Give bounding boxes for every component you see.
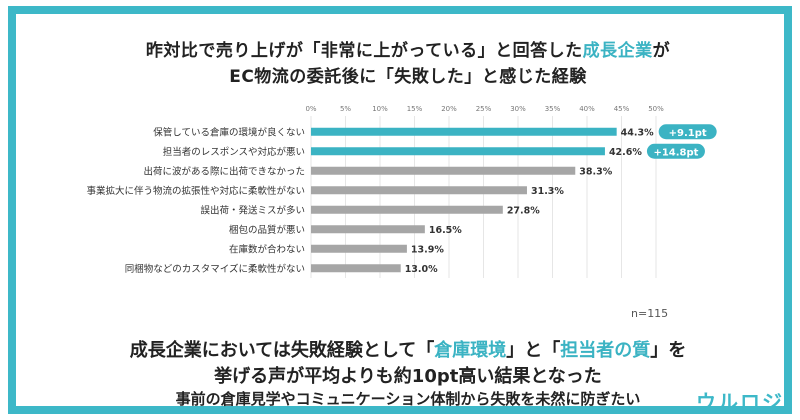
category-label: 誤出荷・発送ミスが多い bbox=[200, 204, 305, 216]
x-tick-label: 20% bbox=[441, 105, 457, 113]
summary-accent-warehouse: 倉庫環境 bbox=[434, 340, 507, 361]
x-tick-label: 10% bbox=[372, 105, 388, 113]
x-tick-label: 50% bbox=[648, 105, 664, 113]
value-label: 13.9% bbox=[411, 244, 444, 255]
value-label: 44.3% bbox=[621, 127, 654, 138]
value-label: 38.3% bbox=[579, 166, 612, 177]
summary-accent-staff: 担当者の質 bbox=[560, 340, 651, 361]
value-label: 42.6% bbox=[609, 147, 642, 158]
category-label: 担当者のレスポンスや対応が悪い bbox=[163, 146, 305, 158]
bar bbox=[311, 205, 503, 214]
difference-badge-label: +9.1pt bbox=[669, 128, 707, 139]
bar bbox=[311, 186, 527, 195]
value-label: 13.0% bbox=[405, 264, 438, 275]
category-label: 梱包の品質が悪い bbox=[229, 224, 305, 236]
brand-logo: ウルロジ bbox=[696, 390, 784, 414]
title-prefix: 昨対比で売り上げが「非常に上がっている」と回答した bbox=[145, 41, 583, 61]
category-label: 事業拡大に伴う物流の拡張性や対応に柔軟性がない bbox=[86, 185, 305, 197]
x-tick-label: 30% bbox=[510, 105, 526, 113]
bar bbox=[311, 127, 617, 136]
bar bbox=[311, 147, 605, 156]
bar bbox=[311, 225, 425, 234]
title-suffix: が bbox=[652, 41, 671, 61]
value-label: 31.3% bbox=[531, 186, 564, 197]
summary-line-1: 成長企業においては失敗経験として「倉庫環境」と「担当者の質」を bbox=[16, 336, 800, 362]
bar bbox=[311, 166, 576, 175]
title-accent: 成長企業 bbox=[582, 41, 653, 61]
x-tick-label: 5% bbox=[340, 105, 351, 113]
summary-line-2: 挙げる声が平均よりも約10pt高い結果となった bbox=[214, 366, 602, 387]
summary-line-3: 事前の倉庫見学やコミュニケーション体制から失敗を未然に防ぎたい bbox=[175, 390, 641, 408]
category-label: 同梱物などのカスタマイズに柔軟性がない bbox=[125, 263, 305, 275]
summary-text-b: 」と「 bbox=[506, 340, 561, 361]
x-tick-label: 35% bbox=[545, 105, 561, 113]
x-tick-label: 0% bbox=[305, 105, 316, 113]
summary-text-a: 成長企業においては失敗経験として「 bbox=[129, 340, 435, 361]
category-label: 出荷に波がある際に出荷できなかった bbox=[143, 165, 305, 177]
difference-badge bbox=[658, 124, 717, 140]
difference-badge-label: +14.8pt bbox=[653, 147, 698, 158]
category-label: 在庫数が合わない bbox=[229, 243, 305, 255]
sample-size: n=115 bbox=[631, 307, 669, 320]
value-label: 27.8% bbox=[507, 205, 540, 216]
frame: 昨対比で売り上げが「非常に上がっている」と回答した成長企業が EC物流の委託後に… bbox=[8, 6, 792, 414]
bar bbox=[311, 244, 407, 253]
category-label: 保管している倉庫の環境が良くない bbox=[153, 126, 305, 138]
summary-text-c: 」を bbox=[650, 340, 687, 361]
x-tick-label: 40% bbox=[579, 105, 595, 113]
value-label: 16.5% bbox=[429, 225, 462, 236]
bar bbox=[311, 264, 401, 273]
x-tick-label: 15% bbox=[407, 105, 423, 113]
chart-title-line-2: EC物流の委託後に「失敗した」と感じた経験 bbox=[229, 67, 587, 87]
chart-title-line-1: 昨対比で売り上げが「非常に上がっている」と回答した成長企業が bbox=[16, 36, 800, 61]
x-tick-label: 45% bbox=[614, 105, 630, 113]
x-tick-label: 25% bbox=[476, 105, 492, 113]
bar-chart: 0% 5% 10% 15% 20% 25% 30% 35% 40% 45% 50% 保管している倉庫の… bbox=[86, 105, 717, 278]
difference-badge bbox=[646, 143, 705, 159]
